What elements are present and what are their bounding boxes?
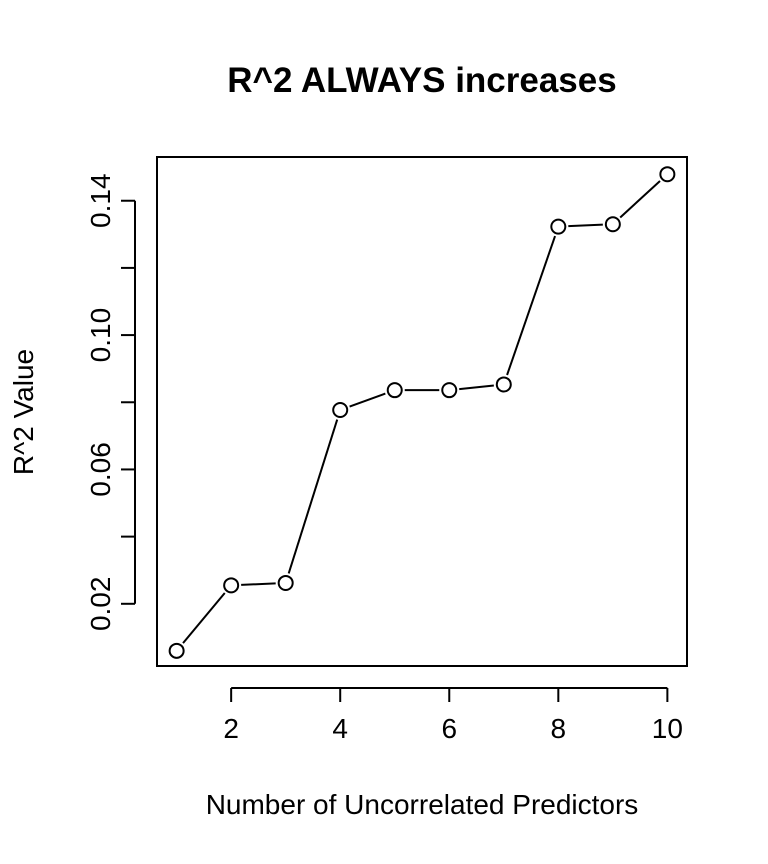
data-point	[386, 382, 403, 399]
x-tick-label: 2	[223, 713, 239, 744]
data-points	[168, 166, 676, 659]
chart-title: R^2 ALWAYS increases	[227, 61, 616, 100]
series-segment	[506, 235, 556, 376]
data-point	[550, 218, 567, 235]
x-tick-label: 6	[441, 713, 457, 744]
series-segment	[241, 582, 276, 586]
series-segment	[182, 592, 226, 644]
series-segment	[349, 392, 386, 408]
series	[182, 180, 661, 644]
y-axis: 0.02 0.06 0.10 0.14	[85, 173, 136, 632]
x-tick-label: 4	[332, 713, 348, 744]
data-point	[332, 401, 349, 418]
series-segment	[459, 384, 494, 391]
y-tick-label: 0.06	[85, 442, 116, 497]
y-axis-label: R^2 Value	[8, 349, 39, 475]
x-axis: 2 4 6 8 10	[223, 687, 683, 744]
data-point	[604, 216, 621, 233]
x-axis-label: Number of Uncorrelated Predictors	[206, 789, 639, 820]
y-tick-label: 0.14	[85, 173, 116, 228]
data-point	[223, 577, 240, 594]
data-point	[168, 642, 185, 659]
data-point	[659, 166, 676, 183]
y-tick-label: 0.10	[85, 308, 116, 363]
x-tick-label: 10	[652, 713, 683, 744]
series-segment	[619, 180, 661, 219]
x-tick-label: 8	[551, 713, 567, 744]
series-segment	[287, 419, 339, 574]
series-segment	[568, 223, 603, 228]
data-point	[277, 574, 294, 591]
plot-frame	[156, 156, 688, 667]
data-point	[495, 376, 512, 393]
data-point	[441, 382, 458, 399]
y-tick-label: 0.02	[85, 577, 116, 632]
